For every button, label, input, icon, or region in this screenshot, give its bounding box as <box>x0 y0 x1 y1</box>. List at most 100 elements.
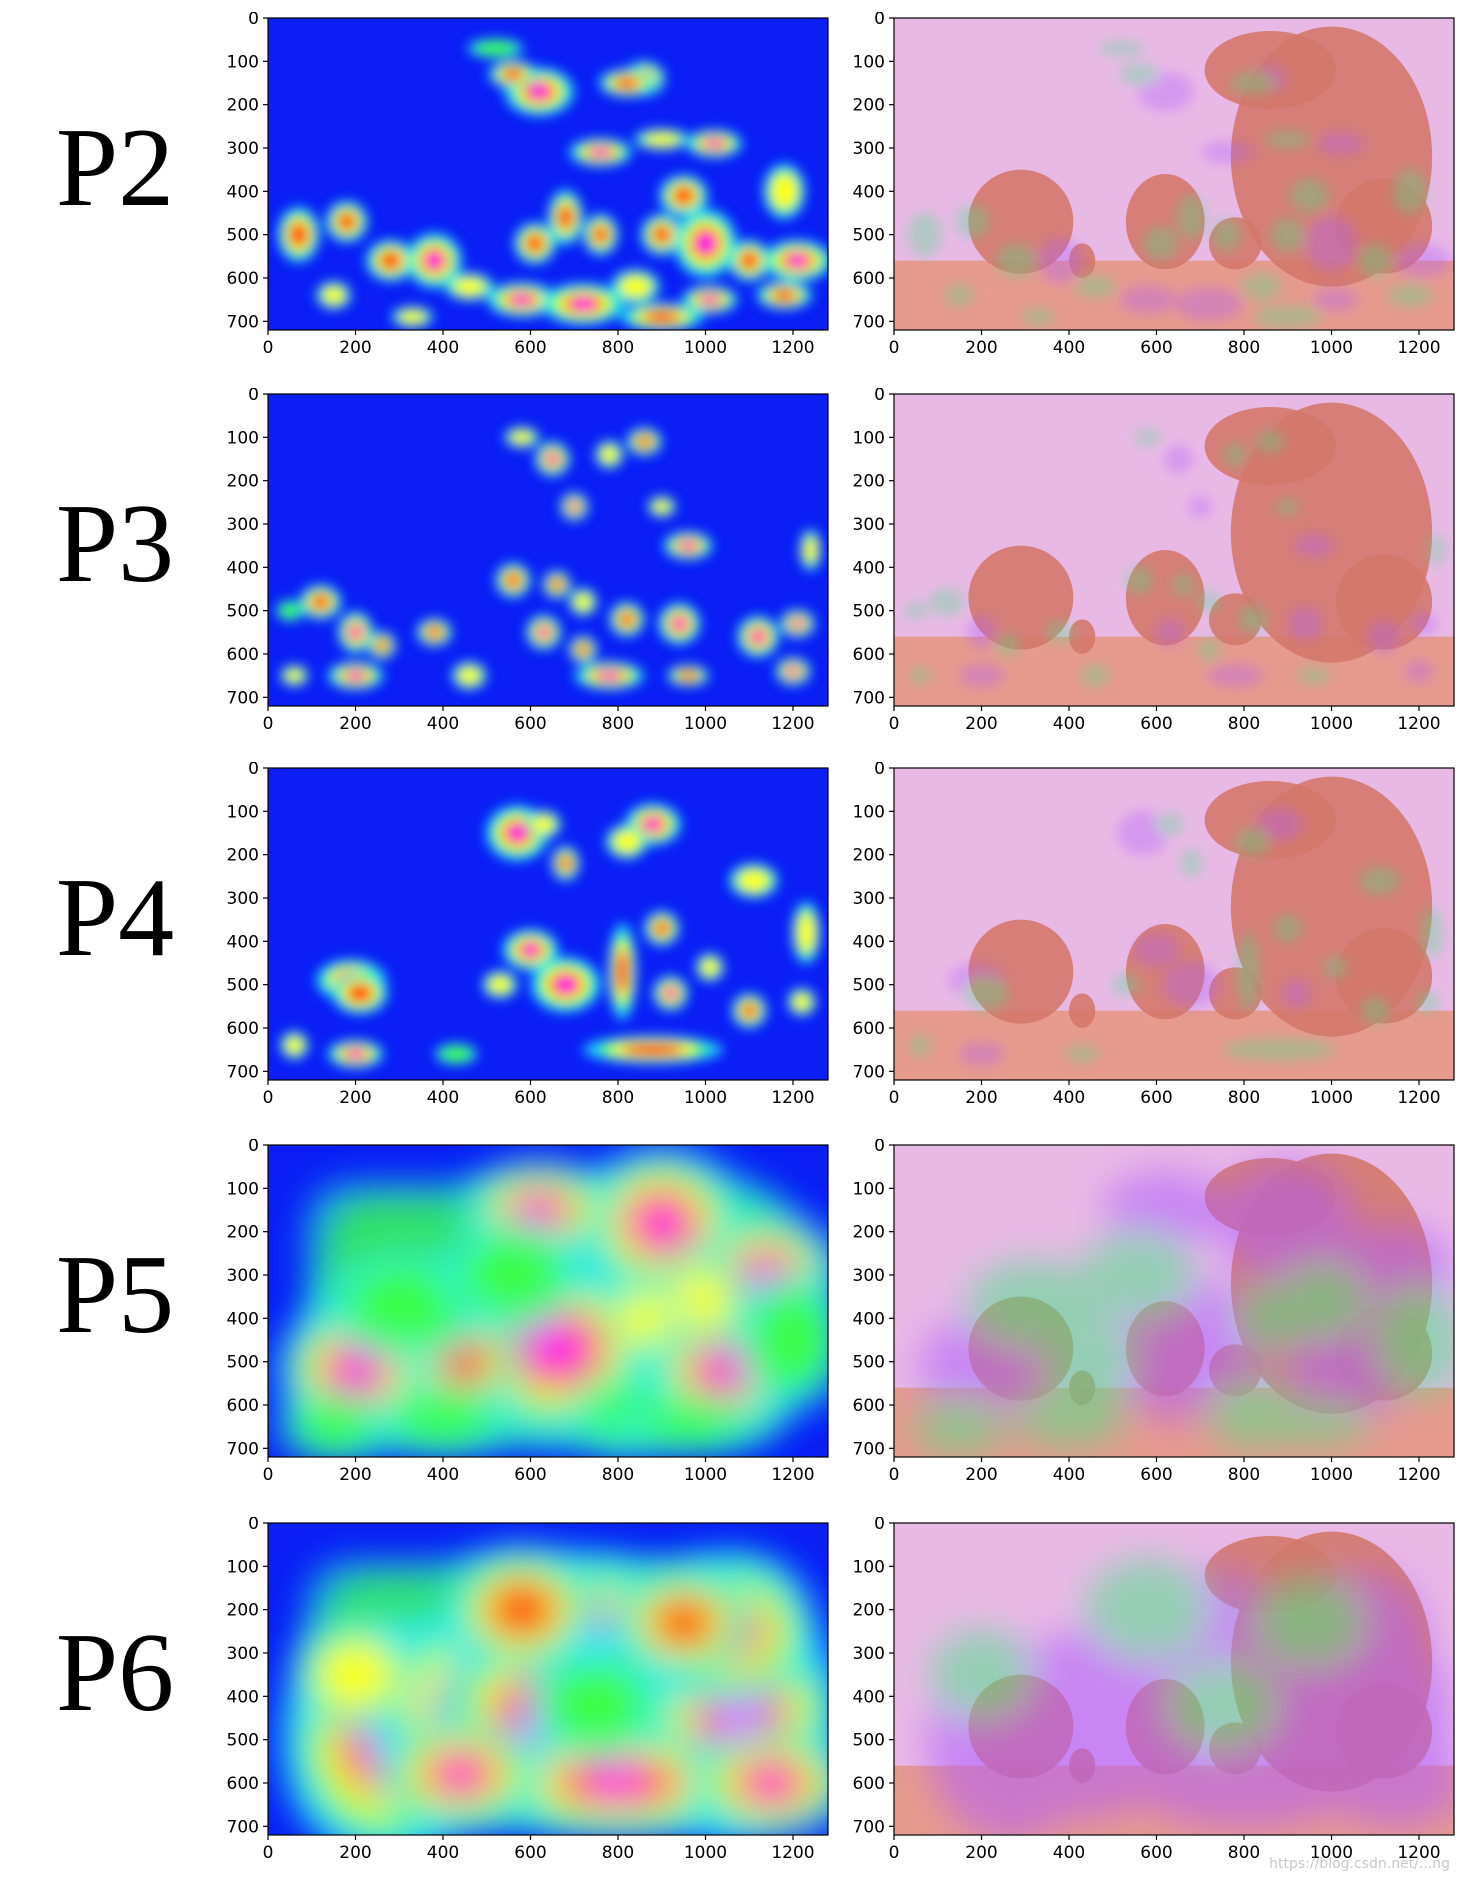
heat-blob <box>618 1292 671 1345</box>
overlay-heat-blob <box>1305 215 1358 272</box>
y-tick: 500 <box>227 226 268 246</box>
x-tick-label: 0 <box>263 1465 274 1485</box>
y-tick-label: 700 <box>853 1439 885 1459</box>
x-tick: 200 <box>965 1457 998 1485</box>
overlay-heat-blob <box>1404 660 1434 683</box>
heat-blob <box>749 1768 794 1798</box>
y-tick: 0 <box>874 388 894 405</box>
x-tick-label: 400 <box>1053 1088 1085 1108</box>
x-tick: 600 <box>514 1457 547 1485</box>
overlay-heat-blob <box>1164 444 1193 474</box>
overlay-heat-blob <box>1265 130 1311 148</box>
y-tick-label: 500 <box>227 1353 259 1373</box>
x-tick: 0 <box>889 330 899 358</box>
y-tick: 300 <box>227 1266 268 1286</box>
y-tick-label: 0 <box>248 1139 259 1156</box>
x-tick: 600 <box>1140 1080 1173 1108</box>
x-tick: 1000 <box>1310 1835 1353 1863</box>
y-tick-label: 200 <box>853 1223 885 1243</box>
y-tick-label: 200 <box>227 1601 259 1621</box>
y-tick-label: 600 <box>853 645 885 665</box>
overlay-heat-blob <box>1252 1577 1367 1668</box>
panel-p2-overlay: 0 200 400 600 800 1000 1200 0 100 200 300 400 500 600… <box>853 12 1455 358</box>
y-tick: 400 <box>853 182 894 202</box>
overlay-heat-blob <box>1420 907 1444 959</box>
overlay-heat-blob <box>1174 287 1244 321</box>
heatmap-background <box>268 18 828 330</box>
y-tick-label: 500 <box>227 226 259 246</box>
y-tick-label: 300 <box>227 1266 259 1286</box>
heat-blob <box>788 667 798 675</box>
heat-blob <box>439 1045 473 1063</box>
heat-blob <box>426 253 442 268</box>
y-tick: 500 <box>853 602 894 622</box>
axes-frame <box>893 393 1455 707</box>
x-tick-label: 200 <box>339 714 371 734</box>
x-tick-label: 1200 <box>1397 1843 1440 1863</box>
x-tick: 0 <box>263 706 273 734</box>
y-tick-label: 0 <box>874 1517 885 1534</box>
y-tick-label: 700 <box>227 312 259 332</box>
y-tick: 500 <box>227 1731 268 1751</box>
y-tick: 700 <box>853 1062 894 1082</box>
heat-blob <box>645 818 661 830</box>
x-tick-label: 600 <box>1140 338 1172 358</box>
row-label-p5: P5 <box>55 1233 175 1357</box>
y-tick-label: 600 <box>853 1774 885 1794</box>
overlay-heat-blob <box>1296 667 1332 685</box>
x-tick-label: 200 <box>339 1843 371 1863</box>
heat-blob <box>501 68 525 81</box>
heat-blob <box>771 289 797 302</box>
x-tick: 200 <box>339 330 372 358</box>
heat-blob <box>613 830 640 853</box>
y-tick: 700 <box>853 312 894 332</box>
row-label-p4: P4 <box>55 856 175 980</box>
x-tick-label: 600 <box>1140 714 1172 734</box>
y-tick-label: 400 <box>227 1309 259 1329</box>
x-tick-label: 800 <box>602 1465 634 1485</box>
y-tick: 0 <box>248 12 268 29</box>
heat-blob <box>487 1581 557 1638</box>
y-tick: 400 <box>853 1687 894 1707</box>
heat-blob <box>438 1759 483 1789</box>
heat-blob <box>738 869 769 892</box>
x-tick: 1000 <box>1310 706 1353 734</box>
overlay-heat-blob <box>908 667 932 685</box>
y-tick-label: 300 <box>227 889 259 909</box>
y-tick: 500 <box>227 602 268 622</box>
heat-blob <box>342 1262 474 1349</box>
heat-blob <box>616 949 629 994</box>
overlay-heat-blob <box>1133 428 1162 446</box>
heat-blob <box>350 626 361 638</box>
heatmap-background <box>268 394 828 706</box>
x-tick-label: 0 <box>263 338 274 358</box>
overlay-heat-blob <box>1273 914 1302 943</box>
axes-frame <box>893 1144 1455 1458</box>
heat-blob <box>337 212 357 232</box>
y-tick: 100 <box>227 52 268 72</box>
heat-blob <box>803 537 818 563</box>
heat-blob <box>348 1050 363 1058</box>
heat-blob <box>752 631 764 643</box>
y-tick: 500 <box>853 1731 894 1751</box>
y-tick: 600 <box>853 1019 894 1039</box>
x-tick: 1200 <box>771 1457 815 1485</box>
x-tick: 0 <box>263 330 274 358</box>
heat-blob <box>636 435 653 448</box>
y-tick: 700 <box>853 1817 894 1837</box>
y-tick-label: 600 <box>227 269 259 289</box>
overlay-heat-blob <box>1282 979 1311 1008</box>
x-tick: 800 <box>602 1835 634 1863</box>
x-tick: 400 <box>427 1080 459 1108</box>
x-tick-label: 200 <box>339 1465 371 1485</box>
y-tick-label: 200 <box>227 846 259 866</box>
heat-blob <box>523 944 538 956</box>
y-tick: 200 <box>227 846 268 866</box>
overlay-heat-blob <box>1119 285 1177 314</box>
y-tick: 0 <box>874 762 894 779</box>
y-tick-label: 500 <box>227 976 259 996</box>
y-tick-label: 600 <box>227 1396 259 1416</box>
heat-blob <box>618 611 635 628</box>
y-tick-label: 300 <box>853 515 885 535</box>
y-tick-label: 300 <box>227 139 259 159</box>
